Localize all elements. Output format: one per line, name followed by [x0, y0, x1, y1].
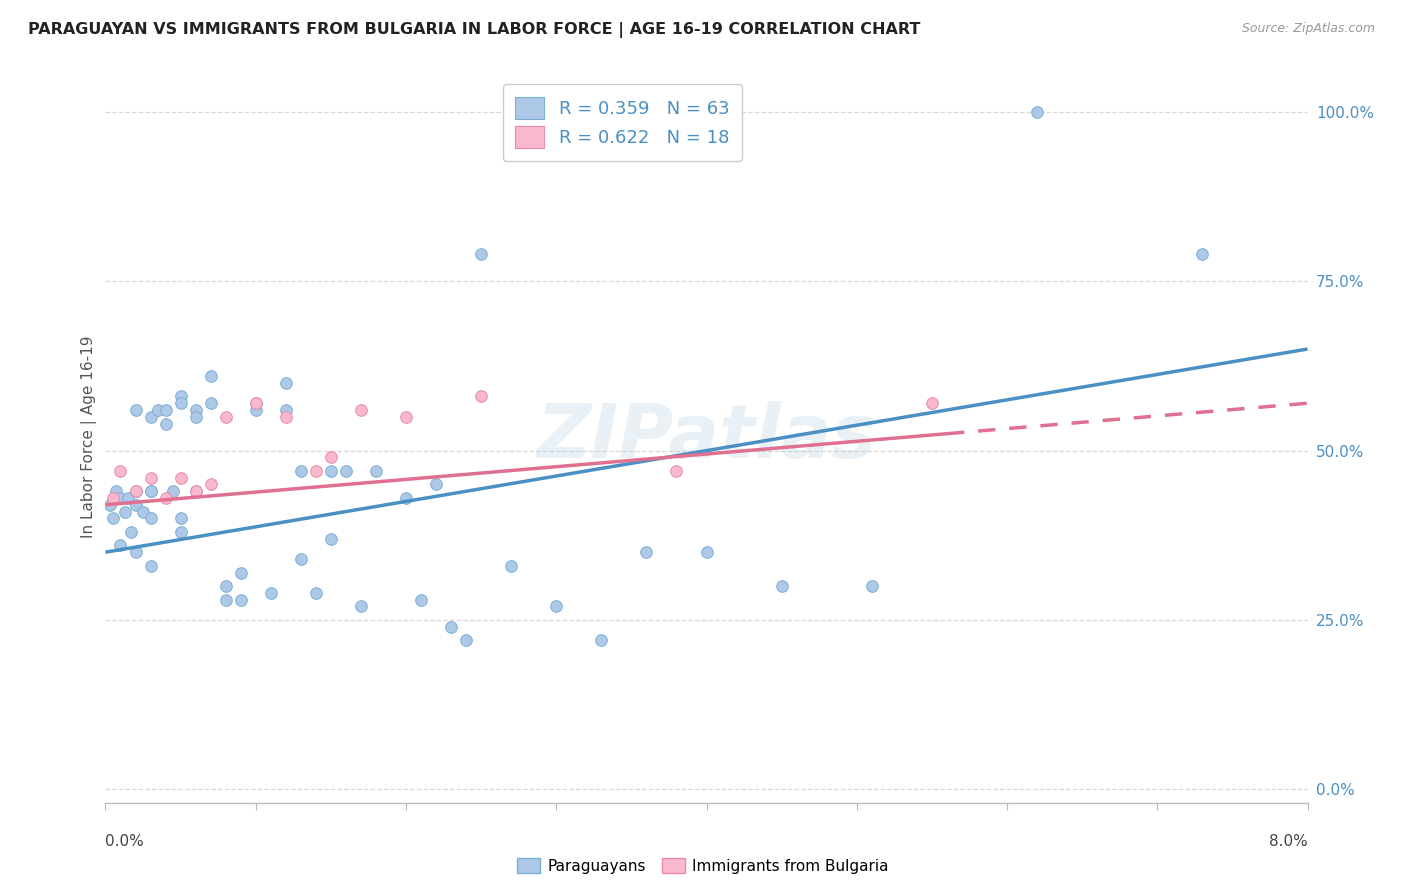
Point [696, 545, 718, 559]
Point [200, 477, 222, 491]
Point [139, 471, 162, 485]
Point [200, 369, 222, 384]
Point [274, 376, 297, 390]
Point [454, 633, 477, 648]
Point [260, 586, 283, 600]
Point [305, 464, 328, 478]
Point [245, 396, 267, 410]
Point [290, 552, 312, 566]
Point [184, 484, 207, 499]
Point [139, 558, 162, 573]
Point [110, 464, 132, 478]
Point [184, 409, 207, 424]
Point [395, 491, 418, 505]
Point [169, 389, 191, 403]
Point [350, 403, 373, 417]
Point [860, 579, 883, 593]
Point [169, 471, 191, 485]
Point [319, 532, 342, 546]
Point [364, 464, 387, 478]
Point [1026, 105, 1049, 120]
Point [124, 484, 146, 499]
Point [139, 511, 162, 525]
Point [319, 464, 342, 478]
Point [546, 599, 568, 614]
Point [110, 538, 132, 552]
Point [139, 484, 162, 499]
Point [120, 524, 142, 539]
Point [229, 592, 252, 607]
Point [395, 409, 418, 424]
Point [155, 417, 177, 431]
Point [124, 545, 146, 559]
Text: 0.0%: 0.0% [105, 834, 145, 849]
Point [98, 498, 121, 512]
Point [200, 396, 222, 410]
Point [274, 409, 297, 424]
Text: Source: ZipAtlas.com: Source: ZipAtlas.com [1241, 22, 1375, 36]
Point [921, 396, 943, 410]
Point [290, 464, 312, 478]
Point [146, 403, 169, 417]
Point [117, 491, 139, 505]
Point [101, 491, 124, 505]
Point [169, 511, 191, 525]
Legend: Paraguayans, Immigrants from Bulgaria: Paraguayans, Immigrants from Bulgaria [512, 852, 894, 880]
Text: 8.0%: 8.0% [1268, 834, 1308, 849]
Y-axis label: In Labor Force | Age 16-19: In Labor Force | Age 16-19 [82, 335, 97, 539]
Point [591, 633, 613, 648]
Point [274, 403, 297, 417]
Text: ZIPatlas: ZIPatlas [537, 401, 876, 474]
Point [101, 511, 124, 525]
Point [132, 505, 155, 519]
Point [124, 484, 146, 499]
Point [350, 599, 373, 614]
Point [155, 403, 177, 417]
Point [501, 558, 523, 573]
Point [110, 491, 132, 505]
Point [124, 403, 146, 417]
Point [214, 592, 236, 607]
Point [470, 247, 492, 261]
Point [636, 545, 658, 559]
Point [665, 464, 688, 478]
Point [104, 484, 127, 499]
Point [169, 524, 191, 539]
Point [425, 477, 447, 491]
Point [139, 484, 162, 499]
Point [1191, 247, 1213, 261]
Point [184, 484, 207, 499]
Point [155, 491, 177, 505]
Point [169, 396, 191, 410]
Point [184, 403, 207, 417]
Point [162, 484, 184, 499]
Point [229, 566, 252, 580]
Point [470, 389, 492, 403]
Point [245, 403, 267, 417]
Point [245, 396, 267, 410]
Point [305, 586, 328, 600]
Point [214, 409, 236, 424]
Point [770, 579, 793, 593]
Point [335, 464, 357, 478]
Legend: R = 0.359   N = 63, R = 0.622   N = 18: R = 0.359 N = 63, R = 0.622 N = 18 [503, 84, 742, 161]
Point [139, 409, 162, 424]
Point [319, 450, 342, 465]
Point [124, 498, 146, 512]
Point [409, 592, 432, 607]
Point [114, 505, 136, 519]
Point [214, 579, 236, 593]
Text: PARAGUAYAN VS IMMIGRANTS FROM BULGARIA IN LABOR FORCE | AGE 16-19 CORRELATION CH: PARAGUAYAN VS IMMIGRANTS FROM BULGARIA I… [28, 22, 921, 38]
Point [440, 620, 463, 634]
